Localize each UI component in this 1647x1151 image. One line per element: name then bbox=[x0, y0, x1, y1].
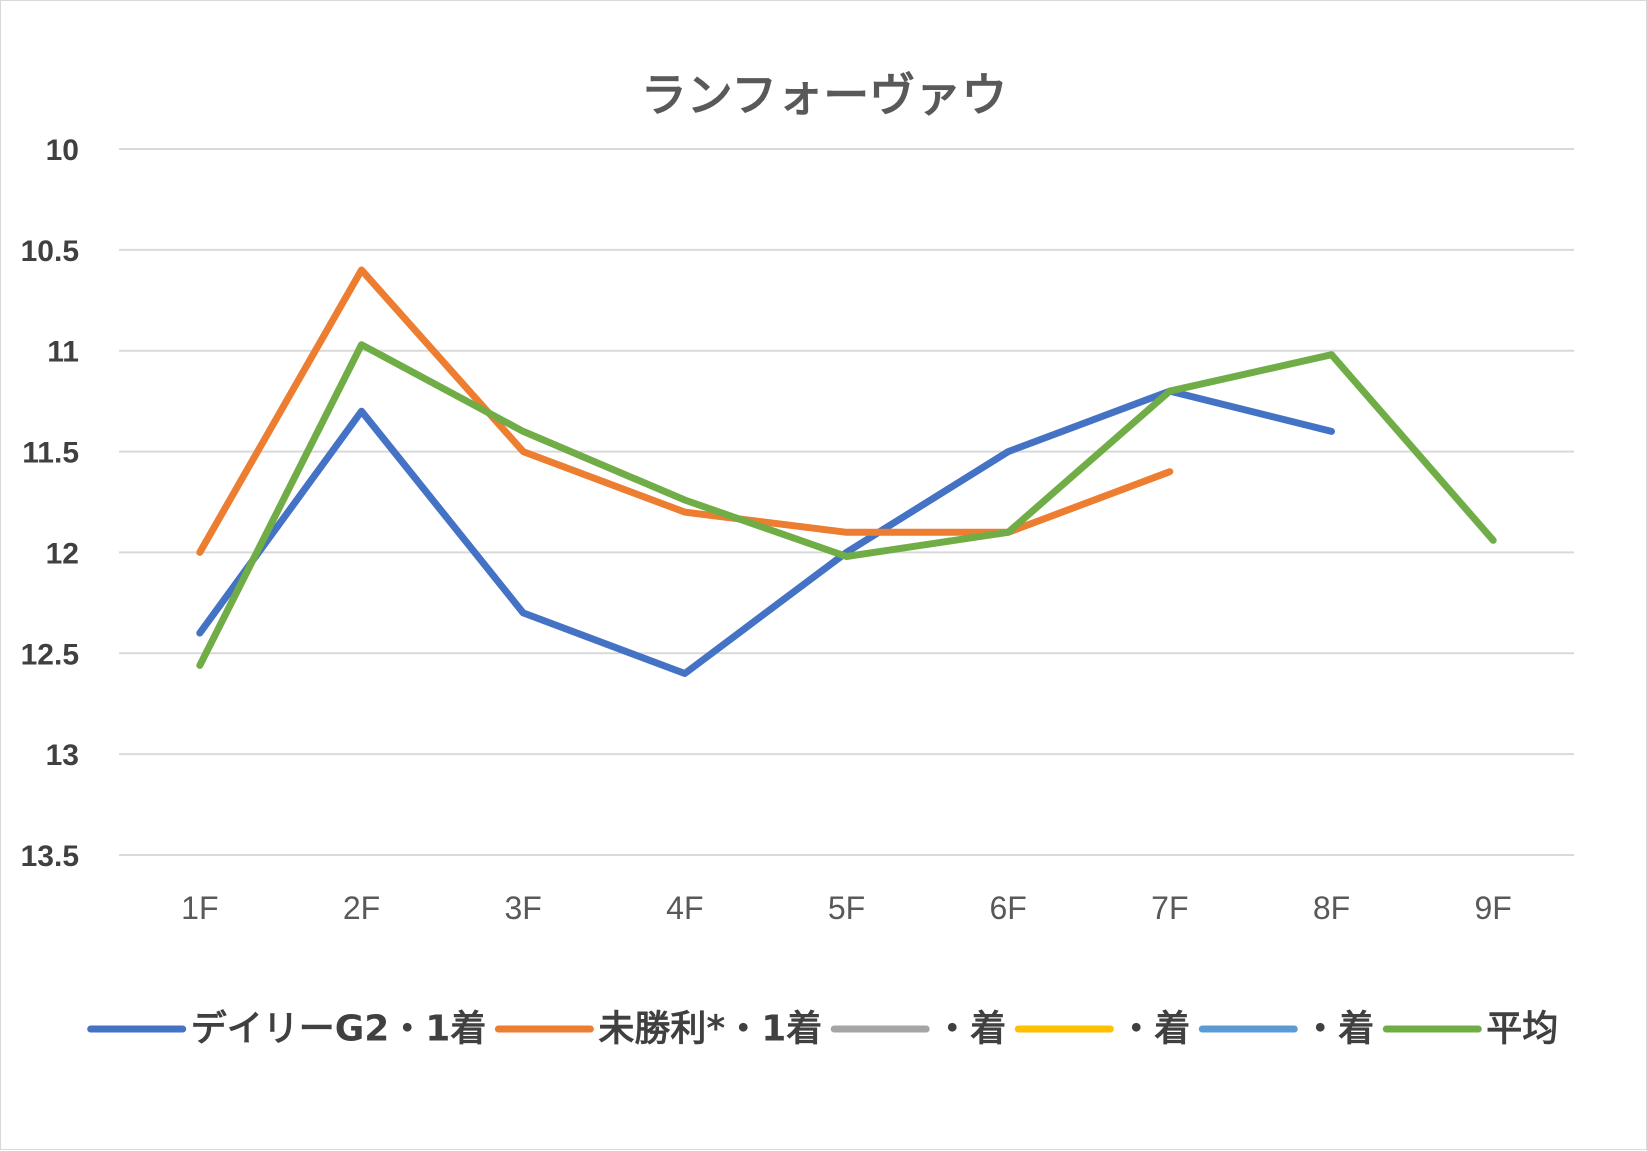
y-tick-label: 12 bbox=[46, 537, 79, 570]
series-line bbox=[196, 341, 1497, 669]
y-tick-label: 13.5 bbox=[21, 840, 79, 873]
x-tick-label: 8F bbox=[1313, 890, 1350, 926]
legend: デイリーG2・1着 未勝利*・1着 ・着 ・着 ・着 平均 bbox=[87, 1008, 1558, 1050]
x-tick-label: 7F bbox=[1151, 890, 1188, 926]
y-tick-label: 13 bbox=[46, 739, 79, 772]
legend-item: 平均 bbox=[1382, 1009, 1558, 1050]
x-tick-label: 2F bbox=[343, 890, 380, 926]
x-tick-label: 9F bbox=[1474, 890, 1511, 926]
x-tick-label: 6F bbox=[989, 890, 1026, 926]
y-tick-label: 11.5 bbox=[22, 437, 79, 470]
y-tick-label: 11 bbox=[47, 336, 79, 369]
legend-item: ・着 bbox=[1014, 1009, 1190, 1050]
legend-item: ・着 bbox=[1198, 1009, 1374, 1050]
y-tick-label: 10 bbox=[46, 134, 79, 167]
x-tick-label: 5F bbox=[828, 890, 865, 926]
chart-title: ランフォーヴァウ bbox=[641, 68, 1008, 122]
gridlines bbox=[119, 148, 1574, 856]
legend-label: ・着 bbox=[1118, 1009, 1190, 1050]
x-tick-label: 1F bbox=[181, 890, 218, 926]
legend-label: ・着 bbox=[934, 1009, 1006, 1050]
legend-item: ・着 bbox=[830, 1009, 1006, 1050]
series-line bbox=[196, 387, 1335, 677]
legend-label: デイリーG2・1着 bbox=[191, 1008, 487, 1050]
x-tick-label: 4F bbox=[666, 890, 703, 926]
legend-item: 未勝利*・1着 bbox=[494, 1009, 822, 1050]
legend-label: 未勝利*・1着 bbox=[598, 1009, 822, 1050]
legend-label: ・着 bbox=[1302, 1009, 1374, 1050]
series-line bbox=[196, 266, 1174, 556]
x-axis-tick-labels: 1F 2F 3F 4F 5F 6F 7F 8F 9F bbox=[181, 890, 1512, 926]
x-tick-label: 3F bbox=[504, 890, 541, 926]
series-lines bbox=[196, 266, 1497, 677]
y-tick-label: 12.5 bbox=[21, 638, 79, 671]
y-axis-tick-labels: 10 10.5 11 11.5 12 12.5 13 13.5 bbox=[21, 134, 79, 873]
y-tick-label: 10.5 bbox=[21, 235, 79, 268]
legend-item: デイリーG2・1着 bbox=[87, 1008, 487, 1050]
legend-label: 平均 bbox=[1486, 1009, 1558, 1050]
